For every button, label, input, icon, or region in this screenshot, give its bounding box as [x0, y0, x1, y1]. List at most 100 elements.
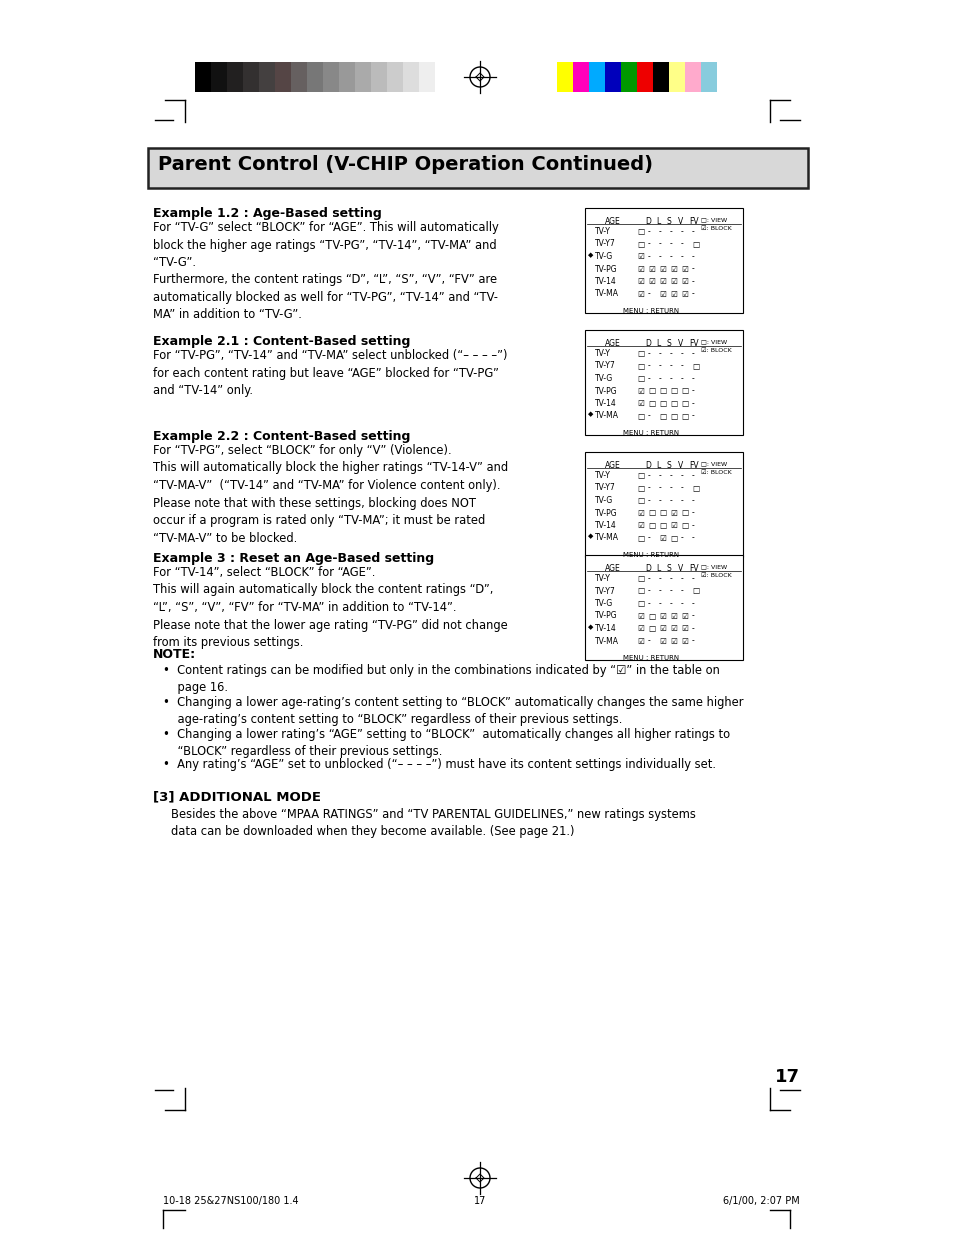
Text: ☑: ☑: [637, 624, 643, 634]
Text: D: D: [644, 338, 650, 348]
Bar: [371, 62, 387, 91]
Text: □: □: [659, 387, 665, 395]
Text: TV-G: TV-G: [595, 252, 613, 261]
Text: -: -: [691, 521, 694, 530]
Text: -: -: [669, 350, 672, 358]
Bar: [584, 555, 742, 659]
Text: ☑: ☑: [647, 277, 654, 287]
Text: □: □: [637, 587, 643, 595]
Bar: [387, 62, 402, 91]
Text: □: □: [637, 599, 643, 608]
Text: ☑: ☑: [669, 636, 677, 646]
Text: -: -: [659, 240, 661, 248]
Text: AGE: AGE: [604, 338, 620, 348]
Text: -: -: [659, 587, 661, 595]
Text: -: -: [691, 264, 694, 273]
Text: -: -: [647, 534, 650, 542]
Text: ☑: ☑: [659, 277, 665, 287]
Text: -: -: [647, 587, 650, 595]
Text: TV-Y7: TV-Y7: [595, 587, 615, 595]
Text: □: □: [669, 534, 677, 542]
Text: 17: 17: [774, 1068, 800, 1086]
Text: TV-Y: TV-Y: [595, 227, 610, 236]
Text: S: S: [666, 461, 671, 471]
Text: -: -: [691, 534, 694, 542]
Text: D: D: [644, 461, 650, 471]
Text: S: S: [666, 217, 671, 226]
Bar: [194, 62, 211, 91]
Text: TV-PG: TV-PG: [595, 264, 617, 273]
Text: -: -: [691, 599, 694, 608]
Text: ☑: ☑: [659, 289, 665, 299]
Text: □: □: [647, 387, 655, 395]
Text: □: □: [691, 587, 699, 595]
Bar: [584, 330, 742, 435]
Text: □: VIEW: □: VIEW: [700, 564, 726, 569]
Bar: [620, 62, 637, 91]
Bar: [573, 62, 588, 91]
Bar: [307, 62, 323, 91]
Text: -: -: [659, 496, 661, 505]
Text: TV-Y7: TV-Y7: [595, 483, 615, 493]
Text: -: -: [669, 496, 672, 505]
Text: ☑: ☑: [637, 636, 643, 646]
Text: L: L: [656, 217, 659, 226]
Text: TV-Y7: TV-Y7: [595, 362, 615, 370]
Text: -: -: [691, 252, 694, 261]
Text: Example 1.2 : Age-Based setting: Example 1.2 : Age-Based setting: [152, 207, 381, 220]
Text: -: -: [680, 240, 683, 248]
Text: -: -: [691, 509, 694, 517]
Text: -: -: [691, 227, 694, 236]
Text: □: □: [680, 509, 687, 517]
Text: □: VIEW: □: VIEW: [700, 217, 726, 222]
Bar: [557, 62, 573, 91]
Text: -: -: [669, 362, 672, 370]
Text: -: -: [669, 252, 672, 261]
Text: □: □: [637, 240, 643, 248]
Text: ☑: ☑: [637, 611, 643, 620]
Text: Example 3 : Reset an Age-Based setting: Example 3 : Reset an Age-Based setting: [152, 552, 434, 564]
Text: ☑: ☑: [637, 387, 643, 395]
Text: -: -: [691, 611, 694, 620]
Text: -: -: [647, 574, 650, 583]
Text: □: VIEW: □: VIEW: [700, 338, 726, 345]
Text: ☑: ☑: [680, 624, 687, 634]
Text: □: □: [659, 399, 665, 408]
Text: □: □: [647, 611, 655, 620]
Text: [3] ADDITIONAL MODE: [3] ADDITIONAL MODE: [152, 790, 320, 803]
Text: TV-Y: TV-Y: [595, 471, 610, 480]
Text: ◆: ◆: [587, 624, 593, 630]
Bar: [435, 62, 451, 91]
Text: -: -: [659, 374, 661, 383]
Text: TV-MA: TV-MA: [595, 636, 618, 646]
Text: ☑: ☑: [637, 289, 643, 299]
Bar: [700, 62, 717, 91]
Text: TV-14: TV-14: [595, 521, 616, 530]
Text: □: □: [669, 399, 677, 408]
Text: -: -: [680, 483, 683, 493]
Bar: [684, 62, 700, 91]
Text: □: □: [647, 624, 655, 634]
Text: □: □: [637, 471, 643, 480]
Text: -: -: [680, 374, 683, 383]
Text: -: -: [659, 227, 661, 236]
Text: -: -: [691, 411, 694, 420]
Text: ☑: ☑: [637, 252, 643, 261]
Bar: [668, 62, 684, 91]
Text: -: -: [647, 350, 650, 358]
Text: -: -: [659, 483, 661, 493]
Text: -: -: [647, 289, 650, 299]
Text: -: -: [691, 374, 694, 383]
Text: ☑: ☑: [647, 264, 654, 273]
Text: TV-MA: TV-MA: [595, 534, 618, 542]
Text: TV-Y: TV-Y: [595, 350, 610, 358]
Text: ☑: ☑: [659, 611, 665, 620]
Text: -: -: [669, 471, 672, 480]
Text: -: -: [647, 496, 650, 505]
Text: ☑: BLOCK: ☑: BLOCK: [700, 226, 731, 231]
Text: L: L: [656, 564, 659, 573]
Text: -: -: [680, 574, 683, 583]
Text: ☑: ☑: [669, 521, 677, 530]
Text: ☑: ☑: [680, 289, 687, 299]
Bar: [584, 207, 742, 312]
